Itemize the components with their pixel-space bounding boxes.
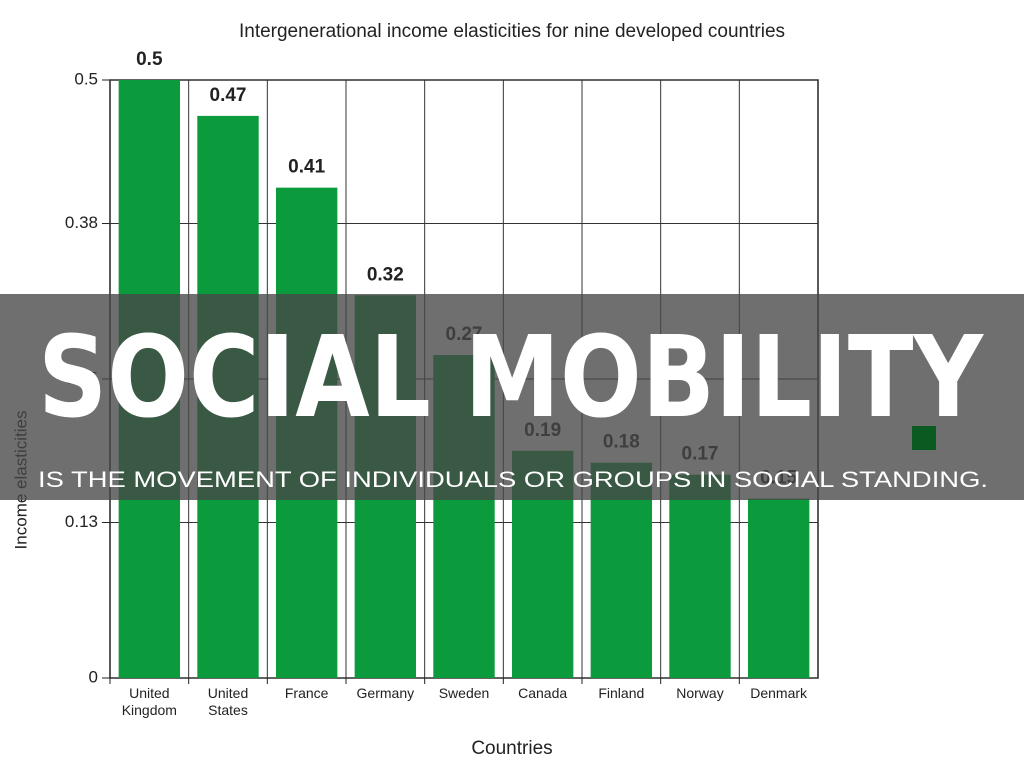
y-tick-label: 0: [89, 667, 98, 686]
x-tick-label: Norway: [676, 685, 724, 701]
y-tick-label: 0.38: [65, 213, 98, 232]
x-tick-label: Sweden: [438, 685, 490, 701]
y-tick-label: 0.5: [74, 69, 98, 88]
slide-title: SOCIAL MOBILITY: [38, 313, 985, 443]
y-tick-label: 0.13: [65, 512, 98, 531]
x-tick-label: United States: [207, 685, 249, 718]
banner-background: [0, 294, 1024, 500]
bar: [747, 498, 810, 678]
value-label: 0.5: [136, 49, 163, 70]
slide-subtitle: IS THE MOVEMENT OF INDIVIDUALS OR GROUPS…: [38, 467, 988, 492]
x-tick-label: Finland: [598, 685, 645, 701]
value-label: 0.47: [210, 85, 247, 106]
value-label: 0.41: [288, 157, 325, 178]
x-tick-label: United Kingdom: [121, 685, 177, 718]
value-label: 0.32: [367, 264, 404, 285]
x-tick-label: Denmark: [750, 685, 808, 701]
bar: [669, 474, 731, 678]
chart-title: Intergenerational income elasticities fo…: [239, 21, 785, 42]
x-tick-label: Canada: [518, 685, 568, 701]
x-axis-title: Countries: [471, 738, 552, 759]
x-tick-label: Germany: [356, 685, 415, 701]
x-tick-label: France: [284, 685, 329, 701]
decor-square: [912, 426, 936, 450]
